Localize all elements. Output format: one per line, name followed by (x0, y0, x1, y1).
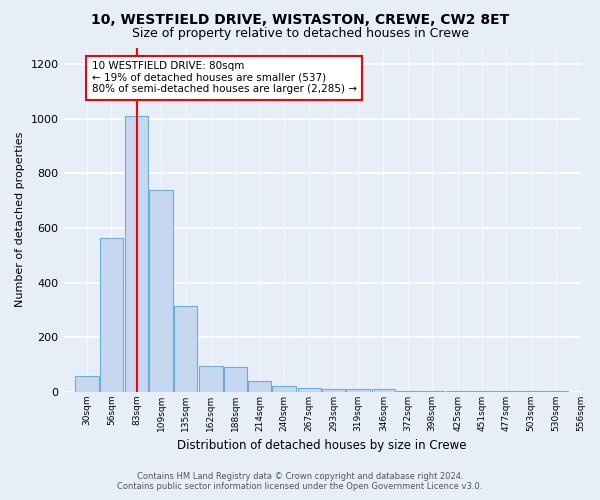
Bar (446, 390, 469, 392)
Bar (396, 390, 419, 392)
Text: Size of property relative to detached houses in Crewe: Size of property relative to detached ho… (131, 28, 469, 40)
Bar (100, 238, 123, 392)
Bar (149, 190, 173, 392)
Bar (248, 381, 271, 392)
Text: 10 WESTFIELD DRIVE: 80sqm
← 19% of detached houses are smaller (537)
80% of semi: 10 WESTFIELD DRIVE: 80sqm ← 19% of detac… (92, 61, 356, 94)
Bar (470, 390, 494, 392)
Bar (544, 390, 568, 392)
Bar (272, 386, 296, 392)
X-axis label: Distribution of detached houses by size in Crewe: Distribution of detached houses by size … (177, 440, 467, 452)
Y-axis label: Number of detached properties: Number of detached properties (15, 132, 25, 308)
Bar (125, 116, 148, 392)
Bar (346, 390, 370, 392)
Bar (298, 388, 321, 392)
Text: 10, WESTFIELD DRIVE, WISTASTON, CREWE, CW2 8ET: 10, WESTFIELD DRIVE, WISTASTON, CREWE, C… (91, 12, 509, 26)
Bar (224, 368, 247, 392)
Bar (322, 390, 346, 392)
Bar (421, 390, 444, 392)
Bar (174, 306, 197, 392)
Bar (199, 366, 223, 392)
Bar (494, 390, 518, 392)
Text: Contains HM Land Registry data © Crown copyright and database right 2024.
Contai: Contains HM Land Registry data © Crown c… (118, 472, 482, 491)
Bar (75, 376, 99, 392)
Bar (372, 390, 395, 392)
Bar (519, 390, 542, 392)
